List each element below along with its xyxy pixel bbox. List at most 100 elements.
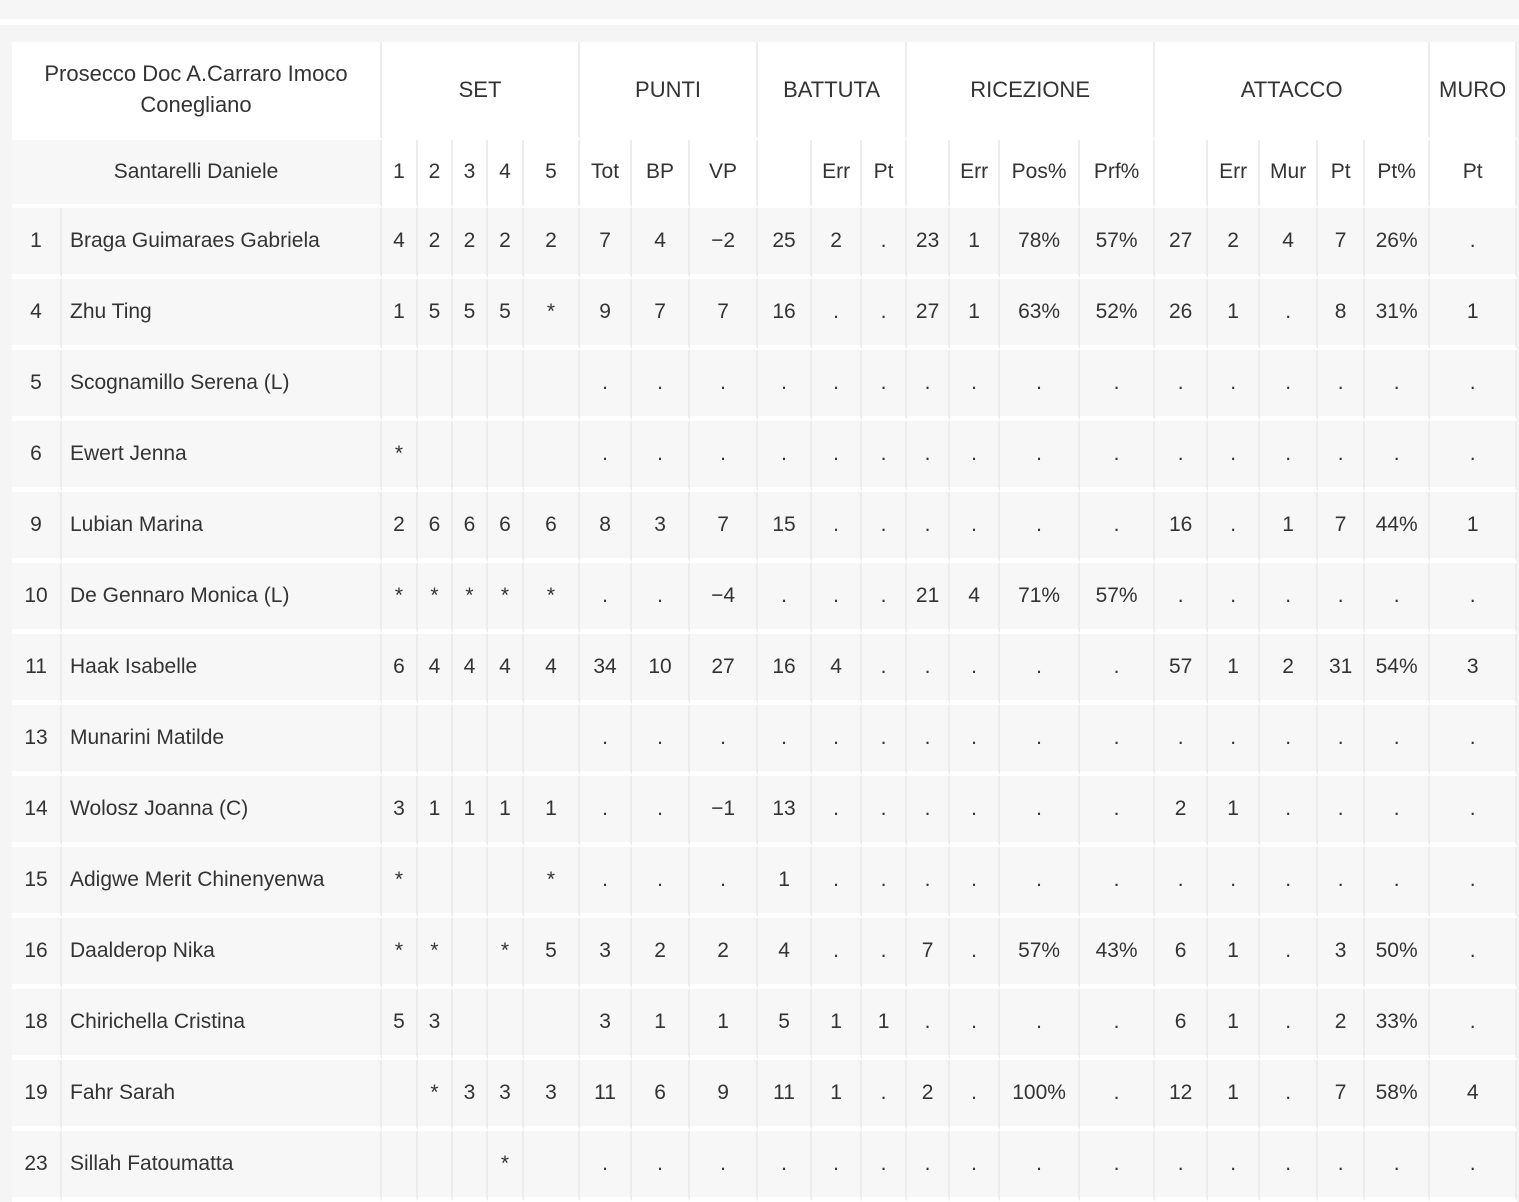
stat-cell: .: [1155, 421, 1209, 492]
stat-cell: 6: [1155, 989, 1209, 1060]
stat-cell: 4: [758, 918, 813, 989]
stat-cell: .: [1430, 208, 1518, 279]
stat-cell: .: [690, 350, 759, 421]
column-header: Pt: [1430, 140, 1518, 208]
player-name: Ewert Jenna: [62, 421, 382, 492]
stat-cell: .: [1365, 705, 1431, 776]
player-row: 1 Braga Guimaraes Gabriela 4 2 2 2 2 7 4 −2 25 2. 23…: [12, 208, 1518, 279]
stat-cell: .: [1260, 705, 1319, 776]
stat-cell: 52%: [1080, 279, 1156, 350]
stat-cell: .: [1318, 776, 1366, 847]
stat-cell: 1: [690, 989, 759, 1060]
column-header: [758, 140, 813, 208]
player-row: 5 Scognamillo Serena (L)................: [12, 350, 1518, 421]
stat-cell: 27: [907, 279, 951, 350]
stat-cell: *: [524, 279, 581, 350]
stat-cell: .: [1208, 705, 1261, 776]
column-header: Err: [1208, 140, 1261, 208]
stat-cell: .: [1318, 847, 1366, 918]
stat-cell: 1: [382, 279, 418, 350]
stat-cell: 1: [453, 776, 488, 847]
stat-cell: 33%: [1365, 989, 1431, 1060]
player-name: Fahr Sarah: [62, 1060, 382, 1131]
stat-cell: [418, 421, 453, 492]
column-header: VP: [690, 140, 759, 208]
stat-cell: .: [950, 918, 1001, 989]
stat-cell: 3: [1430, 634, 1518, 705]
stat-cell: 2: [453, 208, 488, 279]
stat-cell: .: [758, 705, 813, 776]
stat-cell: [418, 705, 453, 776]
column-header: 1: [382, 140, 418, 208]
stat-cell: .: [1080, 350, 1156, 421]
stat-cell: .: [1208, 1131, 1261, 1202]
stat-cell: 1: [862, 989, 908, 1060]
stat-cell: .: [1000, 634, 1081, 705]
player-row: 13 Munarini Matilde................: [12, 705, 1518, 776]
stat-cell: 2: [1318, 989, 1366, 1060]
stat-cell: 13: [758, 776, 813, 847]
stat-cell: *: [488, 1131, 524, 1202]
stat-cell: .: [580, 350, 633, 421]
stat-cell: 27: [1155, 208, 1209, 279]
stat-cell: .: [1000, 421, 1081, 492]
stat-cell: [488, 421, 524, 492]
stat-cell: 3: [418, 989, 453, 1060]
player-name: Sillah Fatoumatta: [62, 1131, 382, 1202]
stat-cell: .: [580, 421, 633, 492]
player-number: 1: [12, 208, 62, 279]
stat-cell: 1: [950, 208, 1001, 279]
stat-cell: 2: [690, 918, 759, 989]
stat-cell: 1: [1208, 918, 1261, 989]
stat-cell: .: [580, 563, 633, 634]
stat-cell: 7: [1318, 1060, 1366, 1131]
stat-cell: .: [950, 634, 1001, 705]
stat-cell: .: [1365, 776, 1431, 847]
player-number: 18: [12, 989, 62, 1060]
player-row: 16 Daalderop Nika * * * 5 3 2 2 4.. 7. 57% 43% 6 1. 3 50…: [12, 918, 1518, 989]
stat-cell: .: [812, 847, 863, 918]
stat-cell: 4: [524, 634, 581, 705]
stat-cell: .: [950, 1060, 1001, 1131]
stat-cell: .: [1080, 847, 1156, 918]
stat-cell: .: [1260, 563, 1319, 634]
stat-cell: .: [1155, 1131, 1209, 1202]
stat-cell: .: [862, 918, 908, 989]
stat-cell: 5: [418, 279, 453, 350]
column-header: Pt%: [1365, 140, 1431, 208]
stat-cell: .: [950, 1131, 1001, 1202]
stat-cell: .: [1318, 705, 1366, 776]
stat-cell: 5: [382, 989, 418, 1060]
stat-cell: .: [1155, 563, 1209, 634]
stat-cell: .: [1208, 492, 1261, 563]
stat-cell: .: [862, 776, 908, 847]
stat-cell: 6: [488, 492, 524, 563]
stat-cell: 43%: [1080, 918, 1156, 989]
stat-cell: [453, 350, 488, 421]
stat-cell: .: [907, 847, 951, 918]
stat-cell: 7: [632, 279, 691, 350]
column-header: Tot: [580, 140, 633, 208]
stat-cell: 11: [758, 1060, 813, 1131]
stat-cell: .: [1260, 918, 1319, 989]
stat-cell: .: [1430, 918, 1518, 989]
stat-cell: .: [1080, 989, 1156, 1060]
stat-cell: .: [1260, 847, 1319, 918]
stat-cell: .: [632, 350, 691, 421]
team-name: Prosecco Doc A.Carraro Imoco Conegliano: [12, 42, 382, 140]
column-header: 2: [418, 140, 453, 208]
stat-cell: 4: [632, 208, 691, 279]
stat-cell: 6: [1155, 918, 1209, 989]
stat-cell: .: [950, 421, 1001, 492]
stat-cell: .: [950, 492, 1001, 563]
stat-cell: 2: [1208, 208, 1261, 279]
stat-cell: 1: [1260, 492, 1319, 563]
stat-cell: .: [690, 1131, 759, 1202]
player-name: Lubian Marina: [62, 492, 382, 563]
stat-cell: .: [1260, 776, 1319, 847]
column-header: Mur: [1260, 140, 1319, 208]
stat-cell: .: [632, 1131, 691, 1202]
column-header: Err: [950, 140, 1001, 208]
stat-cell: [453, 918, 488, 989]
stat-cell: 71%: [1000, 563, 1081, 634]
